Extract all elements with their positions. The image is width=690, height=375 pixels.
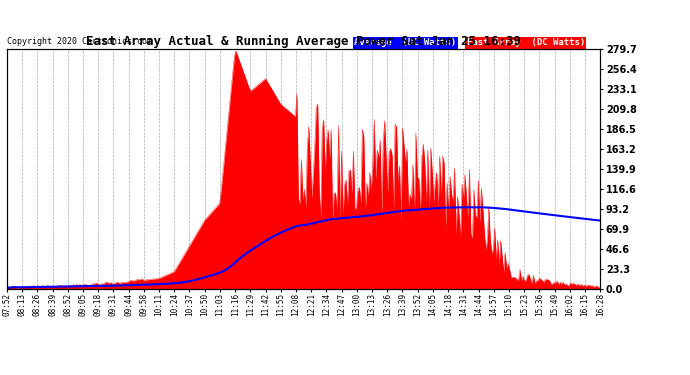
Text: Copyright 2020 Cartronics.com: Copyright 2020 Cartronics.com	[7, 38, 152, 46]
Text: Average  (DC Watts): Average (DC Watts)	[354, 38, 456, 47]
Title: East Array Actual & Running Average Power Sat Jan 25 16:39: East Array Actual & Running Average Powe…	[86, 34, 521, 48]
Text: East Array  (DC Watts): East Array (DC Watts)	[466, 38, 585, 47]
